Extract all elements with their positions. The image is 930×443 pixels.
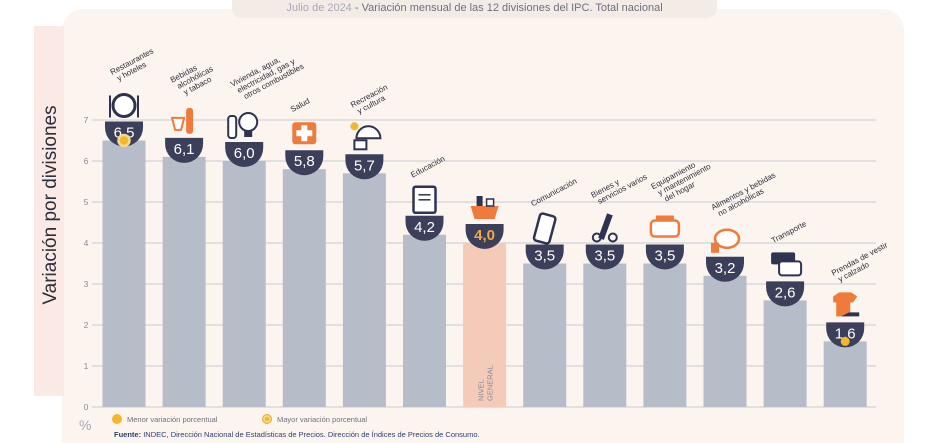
category-label: Bienes yservicios varios [590, 165, 649, 208]
value-label: 5,7 [354, 157, 375, 174]
value-label: 4,0 [474, 227, 495, 244]
bar [523, 263, 567, 407]
bottle-glass-icon [170, 107, 194, 134]
shopping-basket-icon [470, 196, 499, 219]
value-badge [706, 256, 744, 282]
bar [162, 156, 206, 407]
category-label: NIVELGENERAL [477, 365, 495, 401]
value-badge [405, 215, 444, 241]
title-main: Variación mensual de las 12 divisiones d… [361, 2, 663, 14]
value-label: 1,6 [835, 325, 856, 342]
y-tick-label: 0 [84, 402, 89, 412]
category-label: Bebidasalcohólicasy tabaco [169, 57, 219, 100]
source-text: INDEC, Dirección Nacional de Estadística… [143, 430, 480, 439]
y-axis-unit: % [79, 417, 92, 433]
category-label: Salud [289, 96, 311, 114]
y-tick-label: 6 [84, 156, 89, 166]
smartphone-icon [532, 212, 557, 245]
value-label: 3,5 [654, 248, 675, 265]
value-badge [225, 142, 264, 168]
toaster-icon [649, 215, 681, 238]
value-badge [345, 154, 384, 180]
beach-umbrella-icon [350, 122, 382, 151]
value-label: 3,5 [594, 248, 615, 265]
legend-max-label: Mayor variación porcentual [277, 414, 368, 424]
notebook-icon [412, 185, 437, 215]
value-label: 3,5 [534, 248, 555, 265]
value-label: 4,2 [414, 219, 435, 236]
value-badge [525, 244, 564, 270]
bar [703, 275, 747, 407]
y-tick-label: 1 [84, 361, 89, 371]
bar [463, 243, 507, 407]
value-label: 6,0 [234, 145, 255, 162]
title-date: Julio de 2024 [286, 2, 352, 14]
value-badge [465, 224, 504, 250]
value-badge [285, 150, 324, 176]
chicken-icon [711, 228, 741, 253]
chart-title: Julio de 2024 - Variación mensual de las… [232, 0, 717, 18]
bar [403, 234, 446, 407]
value-label: 6,1 [174, 141, 195, 158]
y-tick-label: 7 [84, 115, 89, 125]
bar [643, 263, 687, 407]
category-label: Prendas de vestiry calzado [830, 240, 893, 285]
y-tick-label: 3 [84, 279, 89, 289]
value-badge [645, 244, 684, 270]
title-separator: - [351, 2, 362, 14]
category-label: Recreacióny cultura [349, 83, 393, 117]
bar [823, 341, 867, 407]
category-label: Transporte [770, 219, 809, 245]
min-marker [840, 336, 850, 346]
value-badge [585, 244, 624, 270]
y-tick-label: 5 [84, 197, 89, 207]
bus-card-icon [771, 252, 803, 277]
plate-cutlery-icon [109, 93, 139, 118]
value-label: 2,6 [775, 284, 796, 301]
category-label: Restaurantesy hoteles [109, 46, 159, 84]
legend-min-dot [112, 414, 122, 424]
source-note: Fuente: INDEC, Dirección Nacional de Est… [114, 430, 480, 439]
ylabel-background [34, 26, 64, 396]
bar [342, 173, 386, 407]
value-label: 3,2 [715, 260, 736, 277]
legend-min-label: Menor variación porcentual [127, 414, 218, 424]
comb-scissors-icon [591, 213, 618, 243]
category-label: Vivienda, agua,electricidad, gas yotros … [229, 47, 305, 104]
bar [102, 140, 146, 407]
category-label: Equipamientoy mantenimientodel hogar [650, 154, 717, 206]
category-label: Comunicación [529, 177, 578, 209]
legend-min: Menor variación porcentual [112, 414, 217, 424]
value-badge [766, 281, 805, 307]
bar [763, 300, 807, 407]
bar [222, 161, 266, 407]
y-tick-label: 2 [84, 320, 89, 330]
first-aid-kit-icon [292, 122, 317, 145]
value-badge [826, 322, 865, 348]
category-label: Educación [409, 154, 446, 179]
bar [583, 263, 627, 407]
bar [282, 169, 326, 407]
y-tick-label: 4 [84, 238, 89, 248]
source-label: Fuente: [114, 430, 142, 439]
value-badge [165, 137, 204, 163]
value-label: 5,8 [294, 153, 315, 170]
tshirt-shoe-icon [833, 292, 860, 317]
legend-max-dot [262, 414, 272, 424]
max-marker [117, 133, 131, 148]
lightbulb-house-icon [227, 112, 259, 139]
legend-max: Mayor variación porcentual [262, 414, 367, 424]
category-label: Alimentos y bebidasno alcohólicas [710, 171, 781, 220]
